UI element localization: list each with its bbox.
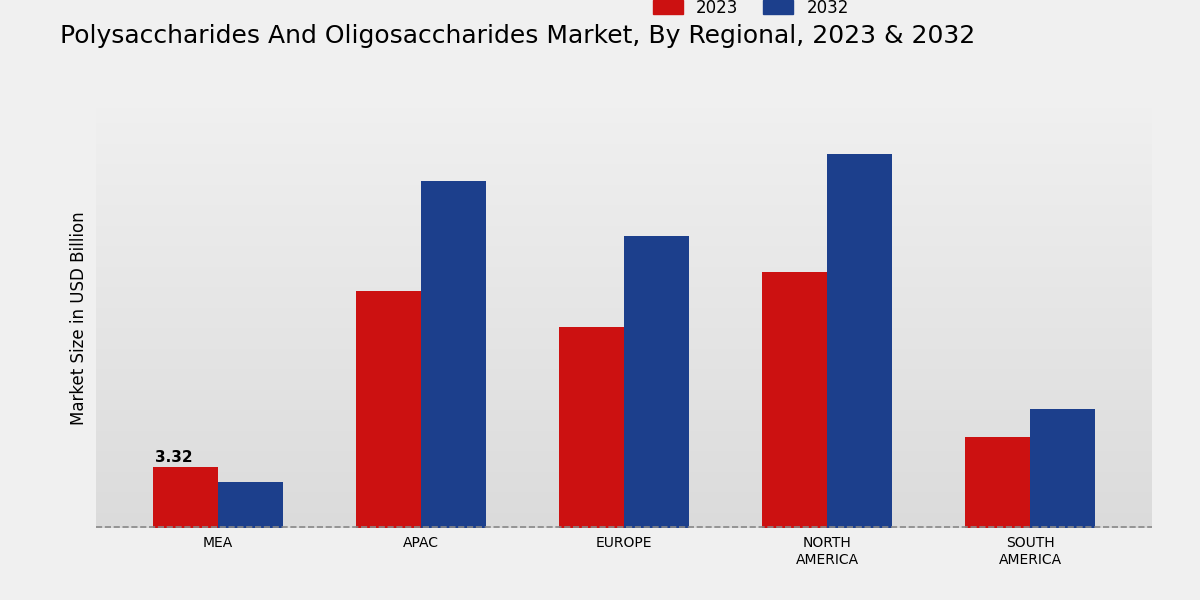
- Bar: [152, 467, 218, 528]
- Bar: [218, 482, 283, 528]
- Bar: [965, 437, 1030, 528]
- Bar: [559, 327, 624, 528]
- Bar: [356, 290, 421, 528]
- Bar: [1030, 409, 1096, 528]
- Bar: [624, 236, 689, 528]
- Bar: [762, 272, 827, 528]
- Y-axis label: Market Size in USD Billion: Market Size in USD Billion: [70, 211, 88, 425]
- Bar: [421, 181, 486, 528]
- Text: 3.32: 3.32: [155, 450, 192, 465]
- Text: Polysaccharides And Oligosaccharides Market, By Regional, 2023 & 2032: Polysaccharides And Oligosaccharides Mar…: [60, 24, 976, 48]
- Bar: [827, 154, 892, 528]
- Legend: 2023, 2032: 2023, 2032: [653, 0, 848, 17]
